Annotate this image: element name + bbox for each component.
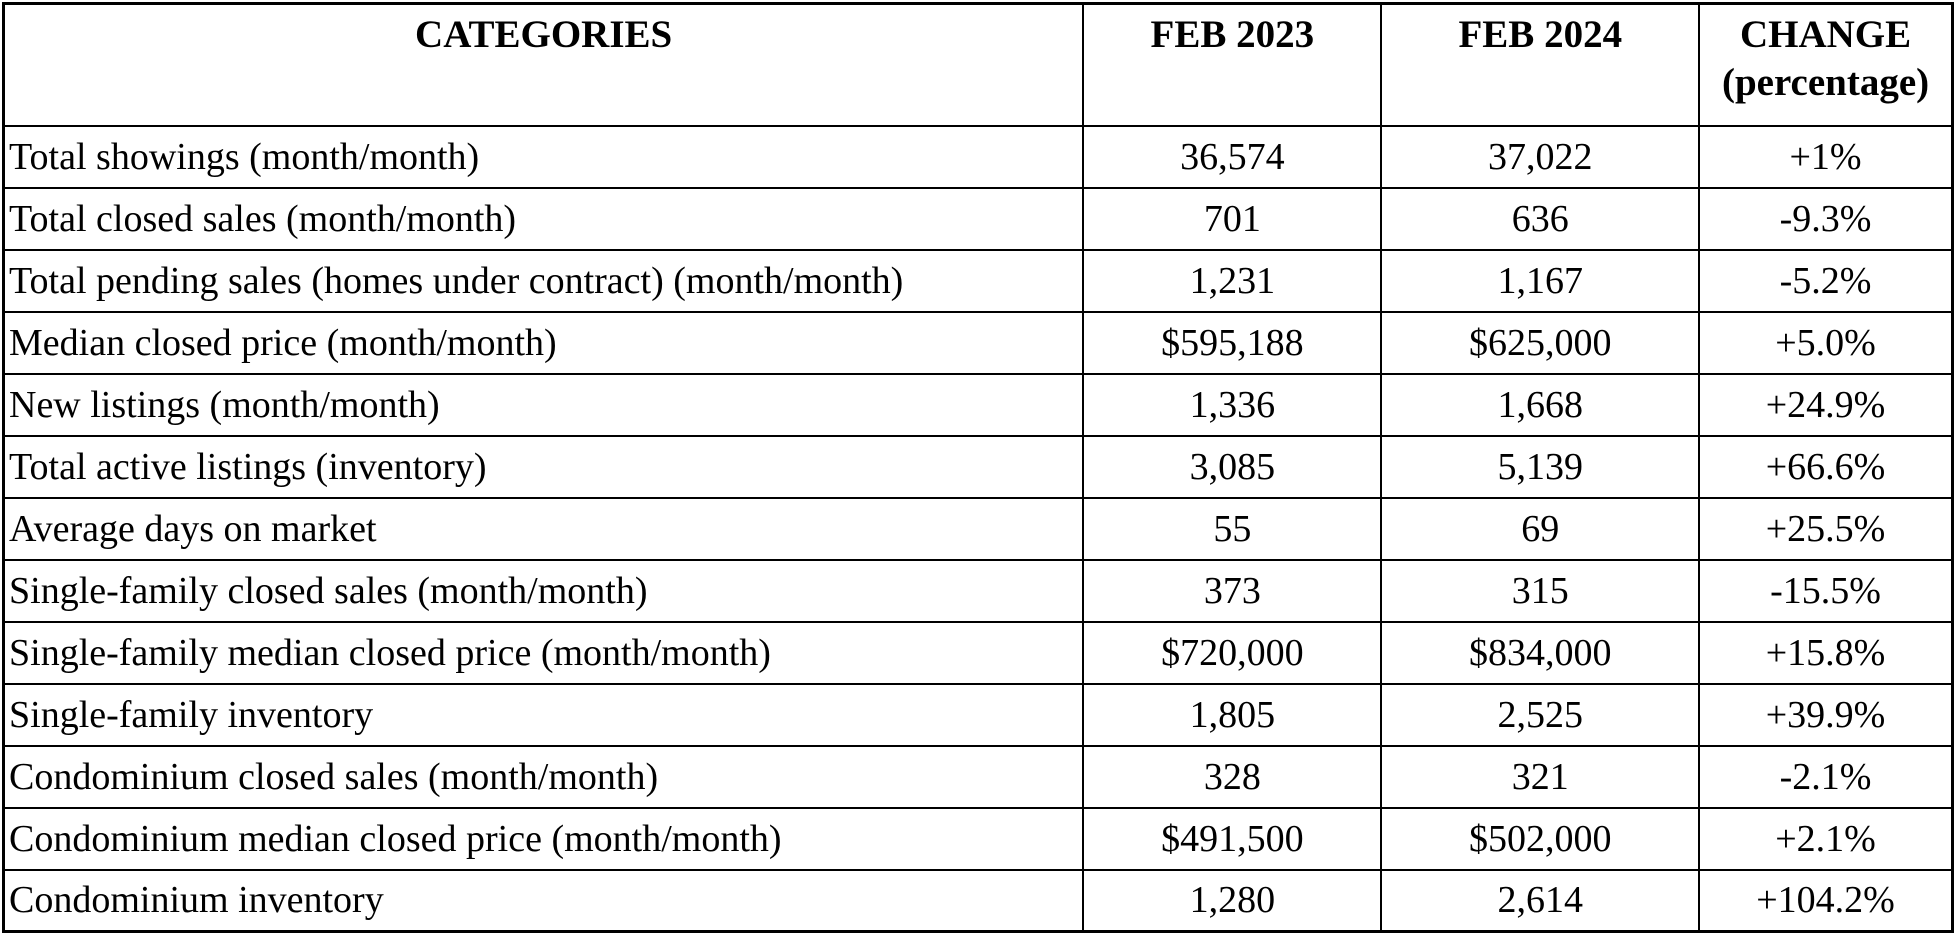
table-row: New listings (month/month) 1,336 1,668 +24.… — [2, 372, 1954, 437]
table-row: Single-family median closed price (month… — [2, 620, 1954, 685]
feb-2024-value-cell: 636 — [1380, 186, 1701, 251]
feb-2024-value-cell: $502,000 — [1380, 806, 1701, 871]
category-cell: Single-family median closed price (month… — [2, 620, 1085, 685]
feb-2023-value-cell: $491,500 — [1082, 806, 1383, 871]
table-row: Single-family closed sales (month/month)… — [2, 558, 1954, 623]
feb-2023-value-cell: 328 — [1082, 744, 1383, 809]
change-value-cell: +66.6% — [1698, 434, 1954, 499]
feb-2023-value-cell: $595,188 — [1082, 310, 1383, 375]
category-cell: Single-family closed sales (month/month) — [2, 558, 1085, 623]
feb-2024-value-cell: 315 — [1380, 558, 1701, 623]
category-cell: Total showings (month/month) — [2, 124, 1085, 189]
change-value-cell: +39.9% — [1698, 682, 1954, 747]
table-row: Condominium closed sales (month/month) 32… — [2, 744, 1954, 809]
change-value-cell: +104.2% — [1698, 868, 1954, 933]
change-value-cell: +1% — [1698, 124, 1954, 189]
change-value-cell: +25.5% — [1698, 496, 1954, 561]
category-cell: Total pending sales (homes under contrac… — [2, 248, 1085, 313]
feb-2024-value-cell: 1,668 — [1380, 372, 1701, 437]
table-row: Condominium median closed price (month/m… — [2, 806, 1954, 871]
feb-2023-value-cell: 373 — [1082, 558, 1383, 623]
category-cell: Total closed sales (month/month) — [2, 186, 1085, 251]
feb-2023-value-cell: 1,336 — [1082, 372, 1383, 437]
feb-2024-value-cell: 37,022 — [1380, 124, 1701, 189]
category-cell: Total active listings (inventory) — [2, 434, 1085, 499]
table-row: Total showings (month/month) 36,574 37,022… — [2, 124, 1954, 189]
category-cell: Average days on market — [2, 496, 1085, 561]
column-header-feb-2024: FEB 2024 — [1380, 2, 1701, 127]
column-header-categories: CATEGORIES — [2, 2, 1085, 127]
category-cell: Single-family inventory — [2, 682, 1085, 747]
feb-2024-value-cell: 2,614 — [1380, 868, 1701, 933]
feb-2023-value-cell: 3,085 — [1082, 434, 1383, 499]
table-row: Average days on market 55 69 +25.5% — [2, 496, 1954, 561]
feb-2024-value-cell: 2,525 — [1380, 682, 1701, 747]
change-value-cell: +5.0% — [1698, 310, 1954, 375]
feb-2024-value-cell: 1,167 — [1380, 248, 1701, 313]
category-cell: New listings (month/month) — [2, 372, 1085, 437]
change-value-cell: +15.8% — [1698, 620, 1954, 685]
feb-2023-value-cell: $720,000 — [1082, 620, 1383, 685]
change-value-cell: -9.3% — [1698, 186, 1954, 251]
feb-2023-value-cell: 36,574 — [1082, 124, 1383, 189]
table-row: Total pending sales (homes under contrac… — [2, 248, 1954, 313]
category-cell: Condominium median closed price (month/m… — [2, 806, 1085, 871]
table-body: Total showings (month/month) 36,574 37,022… — [2, 124, 1954, 933]
feb-2023-value-cell: 1,280 — [1082, 868, 1383, 933]
table-row: Total active listings (inventory) 3,085 5,… — [2, 434, 1954, 499]
change-value-cell: +2.1% — [1698, 806, 1954, 871]
feb-2024-value-cell: $834,000 — [1380, 620, 1701, 685]
feb-2024-value-cell: 69 — [1380, 496, 1701, 561]
category-cell: Median closed price (month/month) — [2, 310, 1085, 375]
table-row: Single-family inventory 1,805 2,525 +39.9% — [2, 682, 1954, 747]
feb-2024-value-cell: 321 — [1380, 744, 1701, 809]
feb-2023-value-cell: 55 — [1082, 496, 1383, 561]
change-value-cell: +24.9% — [1698, 372, 1954, 437]
feb-2024-value-cell: 5,139 — [1380, 434, 1701, 499]
column-header-change-percentage: CHANGE (percentage) — [1698, 2, 1954, 127]
category-cell: Condominium inventory — [2, 868, 1085, 933]
table-row: Median closed price (month/month) $595,18… — [2, 310, 1954, 375]
feb-2023-value-cell: 1,805 — [1082, 682, 1383, 747]
change-value-cell: -15.5% — [1698, 558, 1954, 623]
feb-2023-value-cell: 1,231 — [1082, 248, 1383, 313]
table-row: Condominium inventory 1,280 2,614 +104.2% — [2, 868, 1954, 933]
column-header-feb-2023: FEB 2023 — [1082, 2, 1383, 127]
header-row: CATEGORIES FEB 2023 FEB 2024 CHANGE (per… — [2, 2, 1954, 127]
change-value-cell: -5.2% — [1698, 248, 1954, 313]
table-row: Total closed sales (month/month) 701 636 -9… — [2, 186, 1954, 251]
feb-2023-value-cell: 701 — [1082, 186, 1383, 251]
feb-2024-value-cell: $625,000 — [1380, 310, 1701, 375]
category-cell: Condominium closed sales (month/month) — [2, 744, 1085, 809]
change-value-cell: -2.1% — [1698, 744, 1954, 809]
